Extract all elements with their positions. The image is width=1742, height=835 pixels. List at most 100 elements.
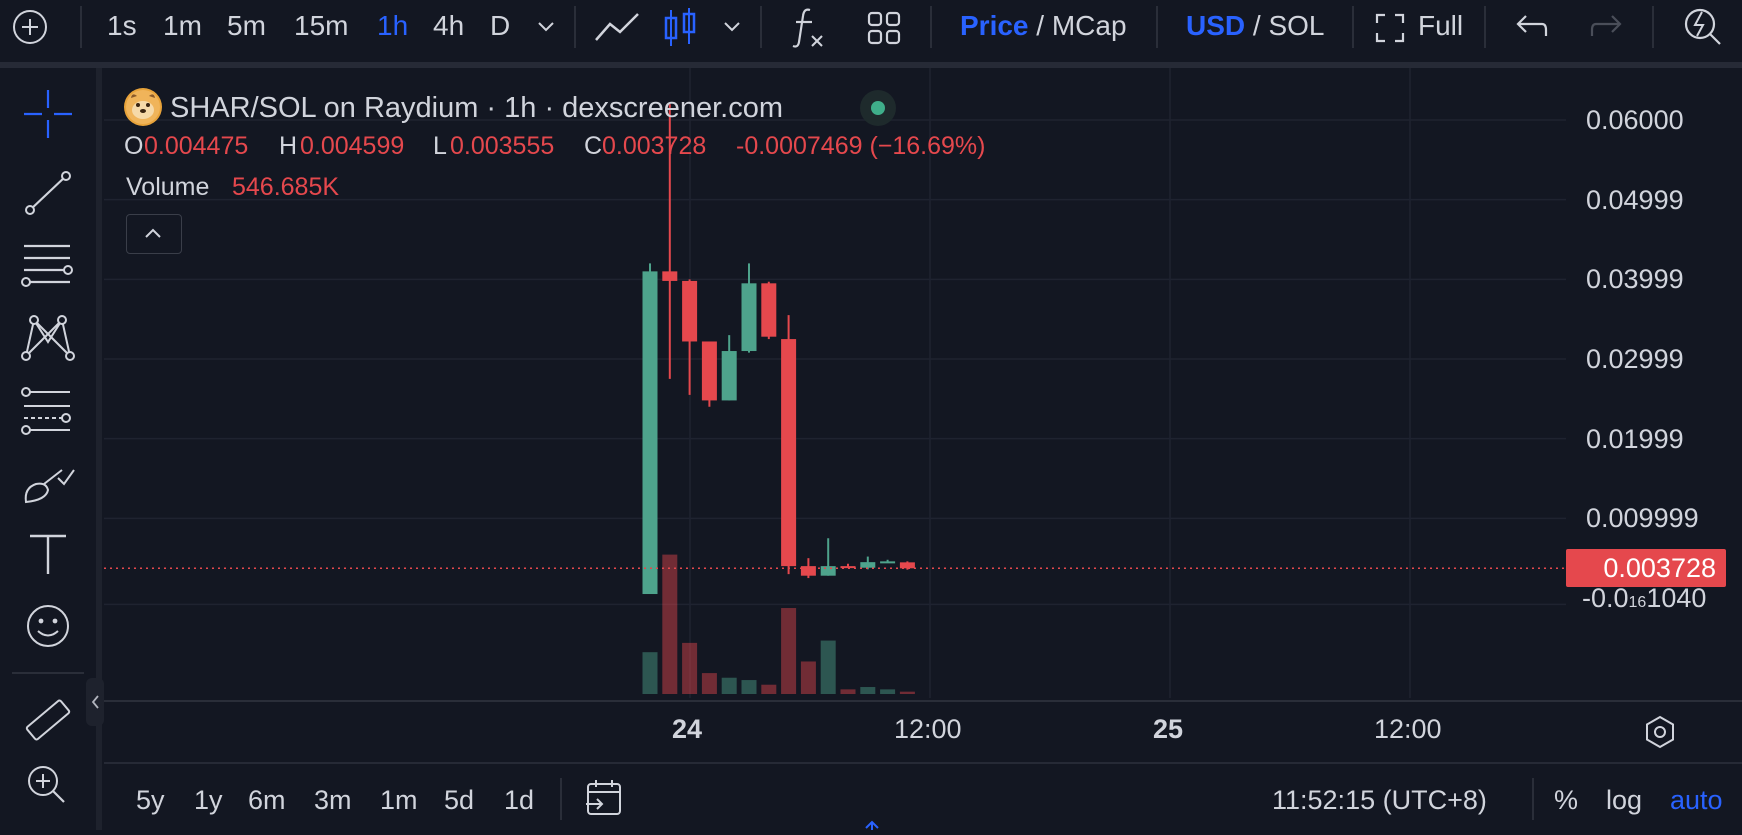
candle-body[interactable] (642, 271, 658, 595)
range-3m[interactable]: 3m (314, 785, 352, 815)
range-1m[interactable]: 1m (380, 785, 418, 815)
chart-settings-button[interactable] (1642, 714, 1678, 750)
prediction-tool[interactable] (20, 386, 76, 436)
toolbar-divider (1484, 6, 1486, 48)
range-1d[interactable]: 1d (504, 785, 535, 815)
toolbar-divider (1352, 6, 1354, 48)
fullscreen-label[interactable]: Full (1418, 10, 1464, 41)
interval-4h[interactable]: 4h (433, 10, 465, 41)
undo-button[interactable] (1512, 10, 1548, 44)
horizontal-lines-icon (21, 244, 73, 287)
candle-body[interactable] (860, 562, 876, 568)
auto-scale-toggle[interactable]: auto (1670, 785, 1723, 815)
go-to-date-button[interactable] (584, 778, 626, 820)
fib-retracement-tool[interactable] (20, 240, 76, 290)
price-chart[interactable] (104, 68, 1742, 700)
interval-dropdown-button[interactable] (534, 14, 558, 38)
interval-1h[interactable]: 1h (377, 10, 409, 41)
volume-bar (642, 652, 658, 694)
candle-body[interactable] (820, 566, 836, 576)
price-mcap-toggle[interactable]: Price / MCap (960, 8, 1127, 44)
volume-bar (860, 687, 876, 694)
zoom-in-icon (28, 766, 65, 803)
log-scale-toggle[interactable]: log (1606, 785, 1643, 815)
price-option[interactable]: Price (960, 10, 1029, 41)
volume-row: Volume 546.685K (126, 172, 426, 202)
bottom-divider (560, 778, 562, 820)
candle-body[interactable] (781, 339, 797, 567)
fullscreen-button[interactable] (1374, 12, 1406, 44)
range-5d[interactable]: 5d (444, 785, 475, 815)
pattern-tool[interactable] (20, 312, 76, 362)
candle-body[interactable] (840, 566, 856, 569)
volume-value: 546.685K (232, 173, 340, 201)
price-tick: 0.01999 (1586, 423, 1684, 454)
text-tool[interactable] (26, 530, 72, 580)
emoji-tool[interactable] (24, 602, 74, 652)
usd-option[interactable]: USD (1186, 10, 1246, 41)
candle-body[interactable] (741, 283, 757, 352)
candle-body[interactable] (721, 351, 737, 401)
candle-body[interactable] (880, 561, 896, 564)
interval-1s[interactable]: 1s (107, 10, 137, 41)
sol-option[interactable]: SOL (1268, 10, 1325, 41)
range-5y[interactable]: 5y (136, 785, 165, 815)
forecast-icon (21, 387, 71, 435)
candle-body[interactable] (800, 566, 816, 576)
chart-pane[interactable] (104, 68, 1742, 700)
candles-chart-button[interactable] (662, 6, 698, 50)
time-axis[interactable]: 24 12:00 25 12:00 (104, 700, 1742, 762)
volume-bar (840, 689, 856, 694)
price-axis[interactable]: 0.06000 0.04999 0.03999 0.02999 0.01999 0.009… (1566, 68, 1742, 700)
chevron-left-icon (91, 695, 99, 709)
percent-scale-toggle[interactable]: % (1554, 785, 1579, 815)
candlestick-icon (664, 8, 696, 46)
collapse-legend-button[interactable] (126, 214, 182, 254)
mcap-option[interactable]: MCap (1051, 10, 1127, 41)
interval-d[interactable]: D (490, 10, 511, 41)
candle-body[interactable] (701, 341, 717, 401)
crosshair-tool[interactable] (22, 88, 74, 140)
currency-toggle[interactable]: USD / SOL (1186, 8, 1325, 44)
high-label: H (279, 132, 298, 160)
zoom-tool[interactable] (24, 762, 70, 808)
high-value: 0.004599 (300, 132, 405, 160)
candle-body[interactable] (761, 283, 777, 337)
collapse-toolbar-button[interactable] (86, 678, 104, 726)
layouts-button[interactable] (866, 10, 902, 46)
ohlc-row: O 0.004475 H 0.004599 L 0.003555 C 0.003… (124, 131, 1044, 161)
time-tick: 24 (672, 714, 703, 744)
scroll-up-arrow-icon[interactable] (862, 816, 882, 830)
brush-tool[interactable] (20, 458, 76, 508)
interval-15m[interactable]: 15m (294, 10, 349, 41)
bottom-divider (1532, 778, 1534, 820)
range-1y[interactable]: 1y (194, 785, 223, 815)
line-chart-button[interactable] (592, 8, 642, 48)
grid-layout-icon (867, 11, 901, 45)
candle-body[interactable] (662, 271, 678, 281)
candle-body[interactable] (682, 280, 698, 342)
price-tick: 0.06000 (1586, 105, 1684, 135)
range-6m[interactable]: 6m (248, 785, 286, 815)
indicators-button[interactable] (790, 6, 826, 50)
clock-timezone[interactable]: 11:52:15 (UTC+8) (1272, 785, 1487, 815)
toggle-separator: / (1252, 10, 1261, 41)
chevron-down-icon (538, 22, 554, 32)
add-symbol-button[interactable] (12, 9, 48, 45)
redo-button[interactable] (1590, 10, 1626, 44)
crosshair-icon (24, 90, 72, 138)
candle-body[interactable] (899, 562, 915, 569)
volume-bar (800, 661, 816, 694)
toggle-separator: / (1036, 10, 1045, 41)
interval-1m[interactable]: 1m (163, 10, 202, 41)
toolbar-divider (80, 6, 82, 48)
time-tick: 12:00 (894, 714, 962, 744)
trend-line-icon (25, 171, 71, 215)
quick-search-button[interactable] (1680, 4, 1724, 48)
toolbar-border (96, 68, 102, 830)
interval-5m[interactable]: 5m (227, 10, 266, 41)
volume-bar (761, 684, 777, 694)
chart-type-dropdown-button[interactable] (720, 14, 744, 38)
trend-line-tool[interactable] (22, 168, 74, 218)
measure-tool[interactable] (22, 694, 74, 746)
